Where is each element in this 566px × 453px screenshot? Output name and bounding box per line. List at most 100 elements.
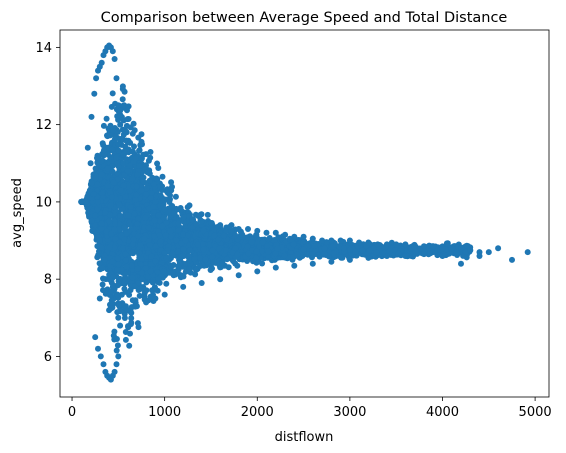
data-point [244,243,251,250]
data-point [149,279,156,286]
data-point [100,122,107,129]
data-points [78,42,531,383]
data-point [103,228,110,235]
data-point [259,239,266,246]
data-point [167,269,174,276]
data-point [209,265,215,272]
data-point [224,256,230,263]
data-point [114,266,121,273]
data-point [118,291,125,298]
data-point [159,187,166,193]
data-point [153,175,160,182]
data-point [204,211,211,218]
data-point [281,252,288,259]
data-point [157,192,164,199]
data-point [110,127,117,134]
data-point [134,265,141,272]
data-point [186,257,193,264]
data-point [157,238,164,245]
data-point [196,254,203,261]
data-point [195,213,202,219]
data-point [172,193,179,200]
data-point [106,244,113,251]
data-point [230,258,237,265]
data-point [112,133,119,140]
data-point [127,287,134,294]
data-point [94,155,100,161]
data-point [115,282,121,289]
data-point [94,206,101,213]
data-point [123,148,130,155]
data-point [163,220,170,226]
data-point [139,276,146,283]
data-point [127,221,133,228]
data-point [115,147,122,154]
data-point [180,245,187,252]
data-point [145,224,152,231]
data-point [122,329,129,335]
data-point [146,177,153,184]
data-point [206,241,213,248]
data-point [115,302,122,309]
data-point [138,131,145,138]
data-point [144,169,151,176]
data-point [184,204,191,211]
data-point [121,315,128,321]
data-point [164,186,171,193]
data-point [136,147,142,154]
data-point [152,286,159,293]
data-point [121,224,128,231]
data-point [186,266,193,273]
data-point [175,263,182,270]
data-point [117,107,124,114]
data-point [155,165,162,171]
data-point [126,187,133,194]
data-point [92,165,99,172]
data-point [109,168,116,175]
data-point [193,221,200,227]
data-point [215,236,222,243]
data-point [272,250,279,257]
data-point [180,218,187,225]
data-point [209,253,216,260]
data-point [117,322,124,329]
data-point [160,268,167,275]
data-point [154,269,161,275]
data-point [98,225,105,232]
data-point [107,202,114,209]
data-point [108,288,114,295]
data-point [179,253,186,260]
data-point [395,250,402,257]
data-point [126,162,133,169]
data-point [128,315,135,322]
data-point [102,209,109,216]
data-point [202,256,209,263]
data-point [154,160,161,167]
data-point [136,292,143,299]
data-point [99,281,106,288]
chart-title: Comparison between Average Speed and Tot… [101,10,508,26]
data-point [128,262,135,269]
data-point [126,342,133,349]
data-point [167,192,173,199]
data-point [110,332,117,339]
data-point [225,264,232,271]
data-point [109,163,116,170]
data-point [111,244,118,251]
data-point [115,261,122,268]
data-point [98,244,105,251]
data-point [140,178,147,185]
data-point [99,265,106,272]
data-point [192,271,199,278]
data-point [132,155,139,162]
data-point [96,260,103,267]
data-point [169,203,176,209]
data-point [122,270,129,277]
data-point [130,236,137,243]
data-point [139,255,145,262]
data-point [119,126,126,133]
data-point [137,261,144,268]
data-point [113,154,120,161]
data-point [129,274,136,281]
